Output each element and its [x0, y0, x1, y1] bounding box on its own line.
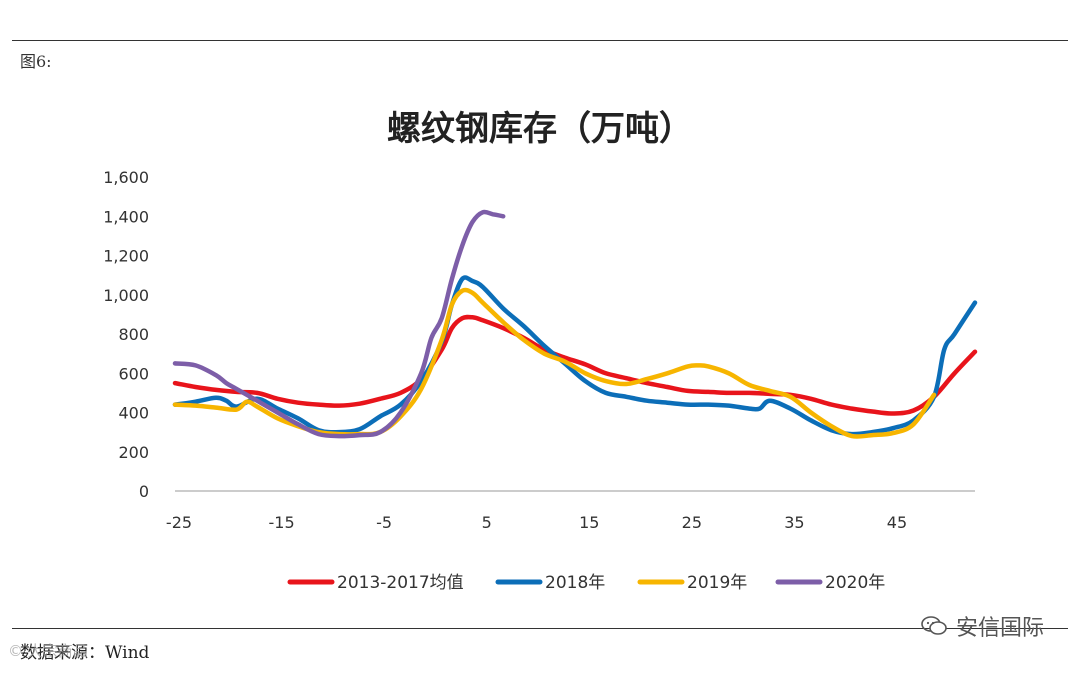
x-tick-label: -15	[268, 513, 294, 532]
x-tick-label: 35	[784, 513, 804, 532]
y-tick-label: 1,400	[103, 207, 149, 226]
y-tick-label: 400	[118, 404, 149, 423]
watermark-right: 安信国际	[920, 610, 1044, 642]
series-line	[172, 209, 506, 439]
bottom-rule	[12, 628, 1068, 629]
top-rule	[12, 40, 1068, 41]
x-tick-label: -25	[166, 513, 192, 532]
y-tick-label: 1,200	[103, 247, 149, 266]
y-tick-label: 0	[139, 482, 149, 501]
chart-axes: 0 200 400 600 800 1,000 1,200 1,400 1,600 -25 -15 -…	[103, 168, 975, 532]
figure-label: 图6:	[20, 52, 52, 71]
wechat-icon	[921, 616, 947, 635]
x-tick-label: 25	[682, 513, 702, 532]
x-tick-label: -5	[376, 513, 392, 532]
legend-label: 2019年	[687, 573, 747, 593]
watermark-right-text: 安信国际	[955, 616, 1044, 641]
source-text: 数据来源：Wind	[20, 643, 150, 663]
y-tick-label: 600	[118, 364, 149, 383]
legend-label: 2018年	[545, 573, 605, 593]
x-tick-label: 45	[887, 513, 907, 532]
legend-label: 2020年	[825, 573, 885, 593]
y-tick-label: 1,000	[103, 286, 149, 305]
chart-legend: 2013-2017均值 2018年 2019年 2020年	[287, 573, 885, 593]
x-tick-label: 15	[579, 513, 599, 532]
y-tick-label: 1,600	[103, 168, 149, 187]
y-tick-label: 800	[118, 325, 149, 344]
watermark-left: © 大宗商品	[8, 642, 88, 660]
legend-label: 2013-2017均值	[337, 573, 464, 593]
chart-title: 螺纹钢库存（万吨）	[387, 109, 693, 149]
y-tick-label: 200	[118, 443, 149, 462]
chart-series	[172, 209, 978, 439]
x-tick-label: 5	[482, 513, 492, 532]
